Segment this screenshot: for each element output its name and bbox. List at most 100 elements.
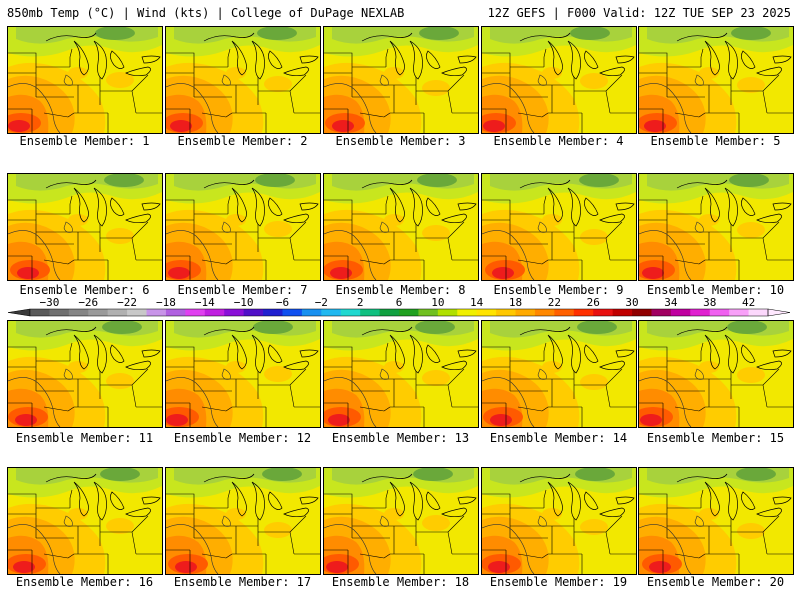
hottest-air-core — [488, 561, 510, 573]
state-borders — [482, 195, 636, 280]
temperature-field — [324, 468, 478, 574]
warm-blob-central — [699, 67, 719, 79]
hottest-air-core — [328, 414, 350, 426]
warm-blob-east — [264, 522, 292, 538]
ensemble-member-label: Ensemble Member: 9 — [493, 283, 624, 297]
isotherm-contour-small — [63, 515, 73, 527]
state-borders — [8, 195, 162, 280]
warm-blob-central — [68, 67, 88, 79]
ensemble-member-map — [638, 173, 794, 281]
warm-blob-east — [422, 370, 450, 386]
colorbar-tick-label: 30 — [625, 296, 638, 309]
great-lakes-outline — [519, 473, 635, 521]
great-lakes-outline — [203, 179, 319, 227]
isotherm-contour — [8, 230, 61, 280]
colorbar-swatch — [243, 309, 264, 316]
coldest-air-pocket — [104, 174, 144, 187]
isotherm-contour-small — [221, 515, 231, 527]
temperature-field — [639, 321, 793, 427]
warm-blob-east — [580, 229, 608, 245]
isotherm-contour — [639, 524, 692, 574]
great-lakes-outline — [676, 473, 792, 521]
colorbar-swatch — [534, 309, 555, 316]
ensemble-member-label: Ensemble Member: 5 — [650, 134, 781, 148]
colorbar-tick-label: 22 — [548, 296, 561, 309]
ensemble-member-label: Ensemble Member: 2 — [177, 134, 308, 148]
temperature-field — [324, 27, 478, 133]
state-borders — [166, 342, 320, 427]
colorbar-tick-label: −30 — [39, 296, 59, 309]
hottest-air-core — [492, 267, 514, 279]
coldest-air-pocket — [570, 27, 610, 40]
isotherm-contour — [166, 230, 219, 280]
isotherm-contour-small — [63, 221, 73, 233]
ensemble-member-label: Ensemble Member: 8 — [335, 283, 466, 297]
isotherm-contour — [8, 524, 61, 574]
great-lakes-outline — [676, 179, 792, 227]
state-borders — [482, 342, 636, 427]
temperature-field — [166, 321, 320, 427]
ensemble-member-label: Ensemble Member: 17 — [173, 575, 312, 589]
warm-blob-east — [580, 519, 608, 535]
colorbar-swatch — [107, 309, 128, 316]
ensemble-member-map — [638, 320, 794, 428]
warm-blob-central — [226, 67, 246, 79]
temperature-field — [639, 27, 793, 133]
ensemble-member-label: Ensemble Member: 10 — [646, 283, 785, 297]
isotherm-contour-small — [379, 515, 389, 527]
temperature-field — [324, 321, 478, 427]
temperature-field — [166, 468, 320, 574]
colorbar-swatch — [690, 309, 711, 316]
colorbar-swatch — [379, 309, 400, 316]
ensemble-member-map — [481, 26, 637, 134]
warm-blob-central — [226, 361, 246, 373]
great-lakes-outline — [519, 32, 635, 80]
warm-blob-central — [226, 214, 246, 226]
colorbar-swatch — [651, 309, 672, 316]
colorbar-swatch — [360, 309, 380, 316]
isotherm-contour-small — [694, 221, 704, 233]
warm-blob-east — [580, 73, 608, 89]
colorbar-tick-label: 2 — [357, 296, 364, 309]
coldest-air-pocket — [102, 321, 142, 334]
isotherm-contour-small — [694, 368, 704, 380]
ensemble-member-map — [481, 320, 637, 428]
colorbar-swatch — [457, 309, 478, 316]
warm-blob-central — [384, 214, 404, 226]
coldest-air-pocket — [736, 468, 776, 481]
ensemble-member-label: Ensemble Member: 11 — [15, 431, 154, 445]
ensemble-member-map — [7, 26, 163, 134]
hottest-air-core — [15, 414, 37, 426]
coldest-air-pocket — [727, 321, 767, 334]
isotherm-contour — [166, 83, 219, 133]
hottest-air-core — [649, 561, 671, 573]
colorbar-swatch — [670, 309, 691, 316]
coldest-air-pocket — [253, 321, 293, 334]
isotherm-contour — [482, 524, 535, 574]
warm-blob-east — [106, 228, 134, 244]
great-lakes-outline — [361, 326, 477, 374]
great-lakes-outline — [45, 179, 161, 227]
hottest-air-core — [330, 267, 352, 279]
temperature-field — [324, 174, 478, 280]
colorbar-tick-label: −14 — [195, 296, 215, 309]
ensemble-member-label: Ensemble Member: 12 — [173, 431, 312, 445]
great-lakes-outline — [519, 326, 635, 374]
ensemble-member-label: Ensemble Member: 20 — [646, 575, 785, 589]
temperature-field — [166, 174, 320, 280]
ensemble-member-label: Ensemble Member: 1 — [19, 134, 150, 148]
colorbar-tick-label: −2 — [315, 296, 328, 309]
great-lakes-outline — [519, 179, 635, 227]
colorbar-tick-label: −18 — [156, 296, 176, 309]
colorbar-tick-label: 38 — [703, 296, 716, 309]
state-borders — [166, 489, 320, 574]
isotherm-contour-small — [63, 368, 73, 380]
colorbar-swatch — [49, 309, 70, 316]
coldest-air-pocket — [579, 174, 619, 187]
ensemble-member-map — [638, 467, 794, 575]
colorbar-tick-label: −10 — [234, 296, 254, 309]
colorbar-swatch — [88, 309, 109, 316]
warm-blob-east — [737, 77, 765, 93]
colorbar-swatch — [165, 309, 186, 316]
temperature-colorbar: −30 −26 −22 −18 −14 −10 −6 −2 2 6 10 14 18 22 26 30 34 38… — [8, 296, 790, 317]
